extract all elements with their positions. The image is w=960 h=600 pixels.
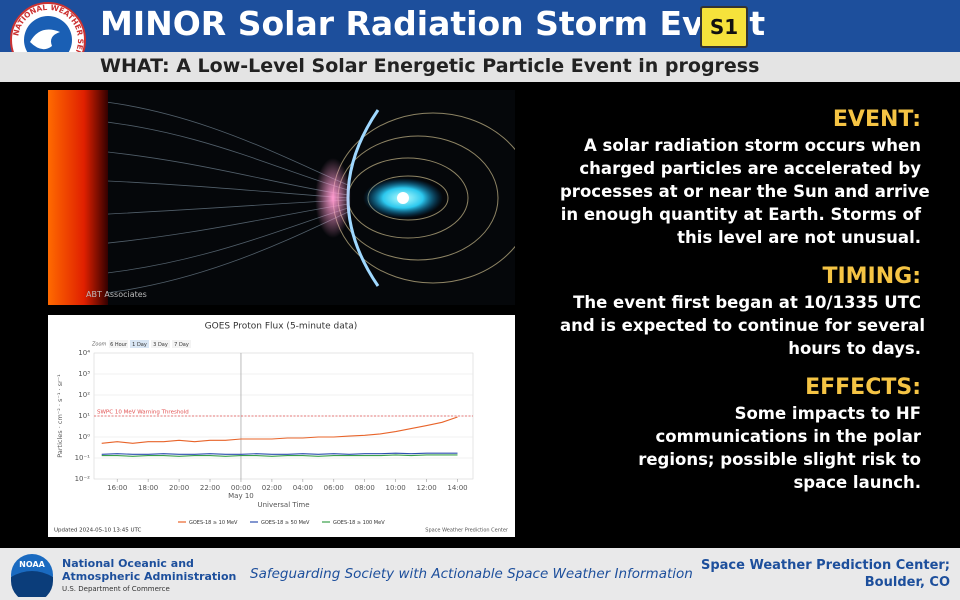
section-line: hours to days. — [788, 339, 921, 358]
section-heading: EVENT: — [832, 107, 921, 132]
zoom-label: Zoom — [91, 342, 107, 348]
section: EVENT: A solar radiation storm occurs whe… — [560, 106, 930, 249]
y-tick-label: 10³ — [78, 370, 90, 378]
x-tick-label: 12:00 — [416, 484, 436, 492]
x-tick-label: 20:00 — [169, 484, 189, 492]
zoom-button[interactable] — [172, 340, 191, 348]
x-tick-label: 08:00 — [355, 484, 375, 492]
zoom-button-label: 7 Day — [174, 342, 189, 348]
legend-label: GOES-18 ≥ 50 MeV — [261, 520, 310, 526]
subtitle-bar — [0, 52, 960, 82]
section-line: charged particles are accelerated by — [579, 159, 921, 178]
center-line: Boulder, CO — [864, 575, 950, 590]
y-tick-label: 10⁻² — [75, 475, 91, 483]
y-tick-label: 10⁴ — [78, 349, 90, 357]
org-line: Atmospheric Administration — [62, 570, 237, 583]
y-tick-label: 10⁻¹ — [75, 454, 91, 462]
center-name: Space Weather Prediction Center; Boulder… — [701, 557, 950, 591]
zoom-button[interactable] — [151, 340, 170, 348]
series-line — [101, 452, 458, 455]
zoom-button[interactable] — [130, 340, 149, 348]
section-heading: EFFECTS: — [805, 375, 921, 400]
section-line: The event first began at 10/1335 UTC — [573, 293, 921, 312]
image-credit: ABT Associates — [86, 290, 147, 299]
x-tick-label: 10:00 — [386, 484, 406, 492]
x-tick-label: 04:00 — [293, 484, 313, 492]
footer-bar: NOAA National Oceanic and Atmospheric Ad… — [0, 548, 960, 600]
zoom-button-label: 3 Day — [153, 342, 168, 348]
section-line: space launch. — [793, 473, 921, 492]
legend-label: GOES-18 ≥ 10 MeV — [189, 520, 238, 526]
x-tick-label: 22:00 — [200, 484, 220, 492]
info-panel: EVENT: A solar radiation storm occurs whe… — [560, 106, 930, 508]
section: EFFECTS: Some impacts to HF communications… — [560, 374, 921, 494]
x-tick-label: 02:00 — [262, 484, 282, 492]
center-line: Space Weather Prediction Center; — [700, 558, 950, 573]
header-bar — [0, 0, 960, 52]
section-line: A solar radiation storm occurs when — [584, 136, 921, 155]
x-tick-label: 00:00 — [231, 484, 251, 492]
section-line: and is expected to continue for several — [560, 316, 925, 335]
magnetosphere-illustration: ABT Associates — [48, 90, 515, 305]
section-line: this level are not unusual. — [677, 228, 921, 247]
section-line: Some impacts to HF — [734, 404, 921, 423]
zoom-button-label: 6 Hour — [110, 342, 128, 348]
x-tick-label: 14:00 — [447, 484, 467, 492]
legend-label: GOES-18 ≥ 100 MeV — [333, 520, 385, 526]
section-line: regions; possible slight risk to — [638, 450, 921, 469]
zoom-button-label: 1 Day — [132, 342, 147, 348]
chart-title: GOES Proton Flux (5-minute data) — [205, 322, 358, 332]
y-axis-label: Particles · cm⁻² · s⁻¹ · sr⁻¹ — [56, 374, 64, 458]
tagline: Safeguarding Society with Actionable Spa… — [250, 566, 693, 582]
title: MINOR Solar Radiation Storm Event — [100, 4, 766, 43]
zoom-button[interactable] — [109, 340, 128, 348]
org-line: National Oceanic and — [62, 557, 194, 570]
threshold-label: SWPC 10 MeV Warning Threshold — [97, 410, 189, 416]
section-line: communications in the polar — [655, 427, 921, 446]
updated-label: Updated 2024-05-10 13:45 UTC — [54, 528, 142, 534]
section: TIMING: The event first began at 10/1335 … — [560, 263, 925, 360]
proton-flux-chart: GOES Proton Flux (5-minute data) Zoom 6 Ho… — [48, 315, 515, 537]
series-line — [101, 454, 458, 457]
x-tick-label: 06:00 — [324, 484, 344, 492]
x-tick-label: 16:00 — [107, 484, 127, 492]
y-tick-label: 10⁰ — [78, 433, 90, 441]
date-label: May 10 — [228, 492, 254, 500]
section-line: in enough quantity at Earth. Storms of — [560, 205, 921, 224]
x-axis-label: Universal Time — [257, 501, 309, 509]
section-heading: TIMING: — [822, 264, 921, 289]
y-tick-label: 10² — [78, 391, 90, 399]
noaa-logo: NOAA — [11, 554, 53, 597]
noaa-logo-text: NOAA — [19, 560, 45, 569]
org-name: National Oceanic and Atmospheric Adminis… — [62, 557, 236, 596]
department: U.S. Department of Commerce — [62, 585, 170, 593]
y-tick-label: 10¹ — [78, 412, 90, 420]
x-tick-label: 18:00 — [138, 484, 158, 492]
scale-badge: S1 — [700, 6, 748, 48]
chart-credit: Space Weather Prediction Center — [425, 528, 509, 534]
section-line: processes at or near the Sun and arrive — [560, 182, 930, 201]
series-line — [101, 416, 458, 444]
subtitle: WHAT: A Low-Level Solar Energetic Partic… — [100, 55, 760, 77]
